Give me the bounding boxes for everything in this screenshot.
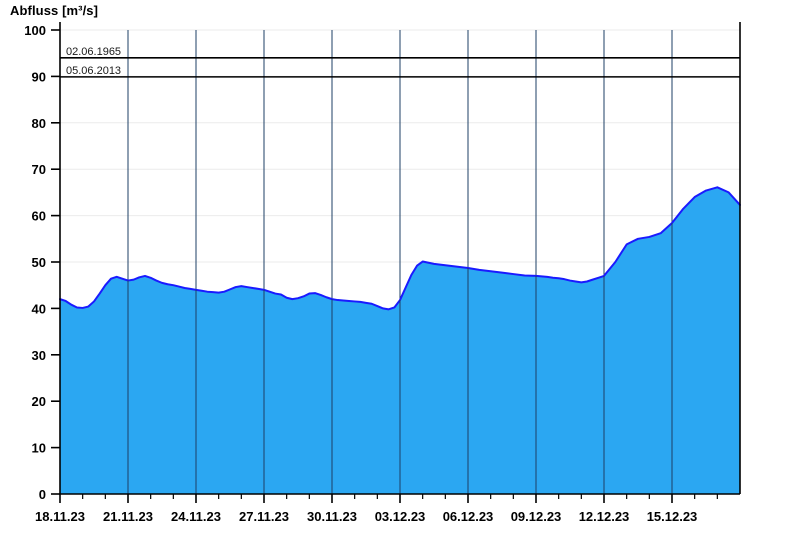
- reference-lines-group: [60, 57, 740, 78]
- x-tick-label: 24.11.23: [171, 509, 221, 524]
- x-tick-label: 12.12.23: [579, 509, 630, 524]
- reference-line-labels: 02.06.1965 05.06.2013: [66, 46, 121, 77]
- y-tick-label: 80: [32, 116, 46, 131]
- x-tick-label: 21.11.23: [103, 509, 153, 524]
- y-tick-label: 0: [39, 487, 46, 502]
- y-tick-label: 70: [32, 162, 46, 177]
- y-tick-label: 40: [32, 301, 46, 316]
- y-axis-tick-labels: 0 10 20 30 40 50 60 70 80 90 100: [24, 23, 46, 502]
- x-axis-tick-labels: 18.11.23 21.11.23 24.11.23 27.11.23 30.11.23…: [35, 509, 697, 524]
- y-axis-ticks: [51, 29, 60, 495]
- discharge-area-series: [59, 186, 741, 495]
- reference-line-label: 02.06.1965: [66, 46, 121, 58]
- x-tick-label: 06.12.23: [443, 509, 494, 524]
- y-tick-label: 100: [24, 23, 46, 38]
- y-tick-label: 30: [32, 348, 46, 363]
- series-line: [59, 186, 741, 311]
- x-tick-label: 27.11.23: [239, 509, 289, 524]
- y-axis-title: Abfluss [m³/s]: [10, 3, 99, 18]
- y-tick-label: 10: [32, 441, 46, 456]
- x-tick-label: 30.11.23: [307, 509, 357, 524]
- y-tick-label: 50: [32, 255, 46, 270]
- x-tick-label: 09.12.23: [511, 509, 562, 524]
- y-tick-label: 20: [32, 394, 46, 409]
- x-tick-label: 15.12.23: [647, 509, 698, 524]
- x-tick-label: 18.11.23: [35, 509, 85, 524]
- y-tick-label: 60: [32, 209, 46, 224]
- reference-line-label: 05.06.2013: [66, 65, 121, 77]
- x-axis-ticks: [59, 494, 718, 503]
- y-tick-label: 90: [32, 69, 46, 84]
- x-tick-label: 03.12.23: [375, 509, 426, 524]
